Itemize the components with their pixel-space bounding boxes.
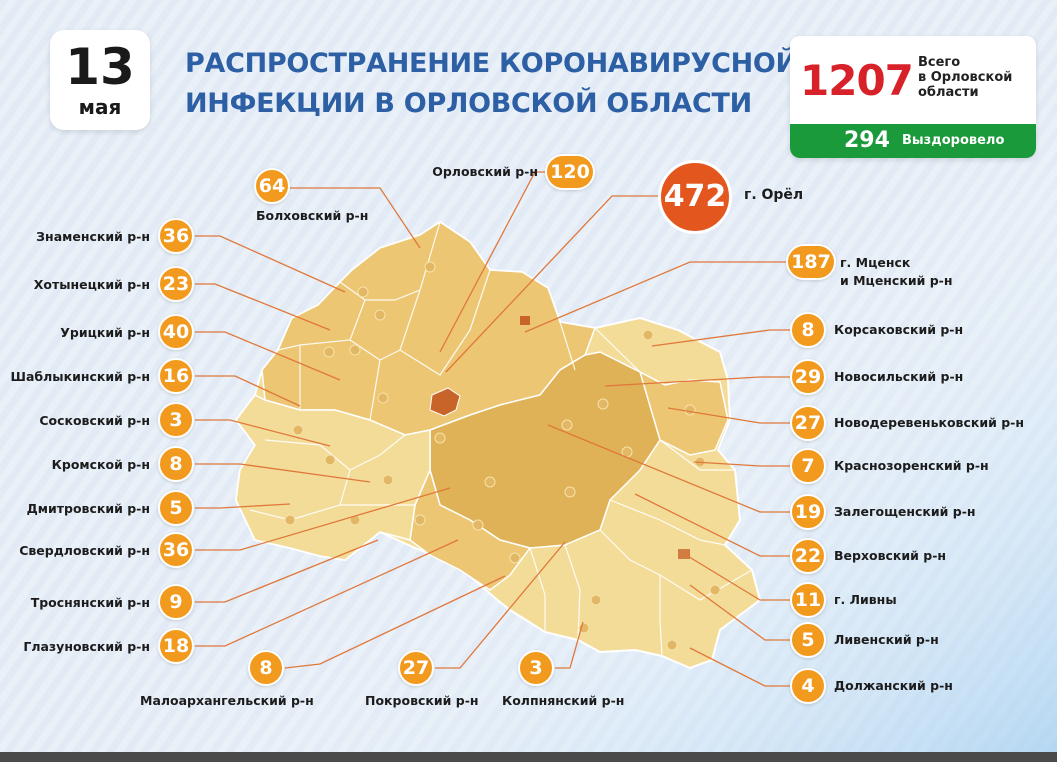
total-cases-panel: 1207 Всего в Орловской области [790,36,1036,124]
label-novosilsky: Новосильский р-н [834,369,964,384]
page-title: РАСПРОСТРАНЕНИЕ КОРОНАВИРУСНОЙ ИНФЕКЦИИ … [185,44,798,124]
label-mtsensk-line-2: и Мценский р-н [840,273,953,288]
label-pokrovsky: Покровский р-н [365,693,479,708]
district-east [638,370,729,456]
label-zaleghoshchensky: Залегощенский р-н [834,504,976,519]
badge-novoderevenkovsky: 27 [790,405,826,441]
label-krasnozorensky: Краснозоренский р-н [834,458,989,473]
badge-kromskoy: 8 [158,446,194,482]
badge-maloarkhangelsky: 8 [248,650,284,686]
label-kromskoy: Кромской р-н [51,457,150,472]
badge-mtsensk: 187 [786,244,836,280]
date-card: 13 мая [50,30,150,130]
district-borders [249,221,753,657]
badge-trosnyansky: 9 [158,584,194,620]
badge-sverdlovsky: 36 [158,532,194,568]
livny-city-area [678,549,690,559]
total-label-line-1: Всего [918,55,961,70]
badge-livensky: 5 [790,622,826,658]
label-khotynetsky: Хотынецкий р-н [33,277,150,292]
recovered-panel: 294 Выздоровело [790,124,1036,158]
badge-bolkhovsky: 64 [254,168,290,204]
label-dolzhansky: Должанский р-н [834,678,953,693]
label-znamensky: Знаменский р-н [36,229,150,244]
label-glazunovsky: Глазуновский р-н [23,639,150,654]
title-line-1: РАСПРОСТРАНЕНИЕ КОРОНАВИРУСНОЙ [185,48,798,79]
badge-orel-city: 472 [658,160,732,234]
badge-khotynetsky: 23 [158,266,194,302]
badge-korsakovsky: 8 [790,312,826,348]
title-line-2: ИНФЕКЦИИ В ОРЛОВСКОЙ ОБЛАСТИ [185,88,752,119]
date-month: мая [78,95,122,119]
total-label-line-3: области [918,85,979,100]
recovered-label: Выздоровело [902,133,1005,148]
badge-livny-city: 11 [790,582,826,618]
totals-card: 1207 Всего в Орловской области 294 Выздо… [790,36,1036,158]
badge-kolpnyansky: 3 [518,650,554,686]
label-novoderevenkovsky: Новодеревеньковский р-н [834,415,1024,430]
badge-novosilsky: 29 [790,359,826,395]
label-verkhovsky: Верховский р-н [834,548,947,563]
label-livny-city: г. Ливны [834,592,897,607]
label-trosnyansky: Троснянский р-н [30,595,150,610]
label-mtsensk-line-1: г. Мценск [840,255,911,270]
date-day: 13 [65,38,135,96]
total-cases-label: Всего в Орловской области [918,55,1034,100]
label-korsakovsky: Корсаковский р-н [834,322,964,337]
badge-shablykinsky: 16 [158,358,194,394]
badge-dolzhansky: 4 [790,668,826,704]
badge-pokrovsky: 27 [398,650,434,686]
label-livensky: Ливенский р-н [834,632,939,647]
total-cases-value: 1207 [800,56,914,105]
badge-krasnozorensky: 7 [790,448,826,484]
orel-city-area [429,387,461,417]
total-label-line-2: в Орловской [918,70,1013,85]
label-orel-city: г. Орёл [744,187,804,203]
badge-soskovsky: 3 [158,402,194,438]
badge-dmitrovsky: 5 [158,490,194,526]
label-soskovsky: Сосковский р-н [39,413,150,428]
label-orlovsky: Орловский р-н [432,164,538,179]
mtsensk-city-area [520,316,530,325]
label-bolkhovsky: Болховский р-н [256,208,369,223]
label-dmitrovsky: Дмитровский р-н [26,501,150,516]
label-kolpnyansky: Колпнянский р-н [502,693,625,708]
label-shablykinsky: Шаблыкинский р-н [10,369,150,384]
badge-zaleghoshchensky: 19 [790,494,826,530]
badge-orlovsky: 120 [545,154,595,190]
recovered-value: 294 [844,128,890,153]
badge-glazunovsky: 18 [158,628,194,664]
label-uritsky: Урицкий р-н [60,325,150,340]
badge-znamensky: 36 [158,218,194,254]
label-sverdlovsky: Свердловский р-н [19,543,150,558]
leader-lines [195,171,790,687]
badge-verkhovsky: 22 [790,538,826,574]
badge-uritsky: 40 [158,314,194,350]
label-maloarkhangelsky: Малоархангельский р-н [140,693,314,708]
